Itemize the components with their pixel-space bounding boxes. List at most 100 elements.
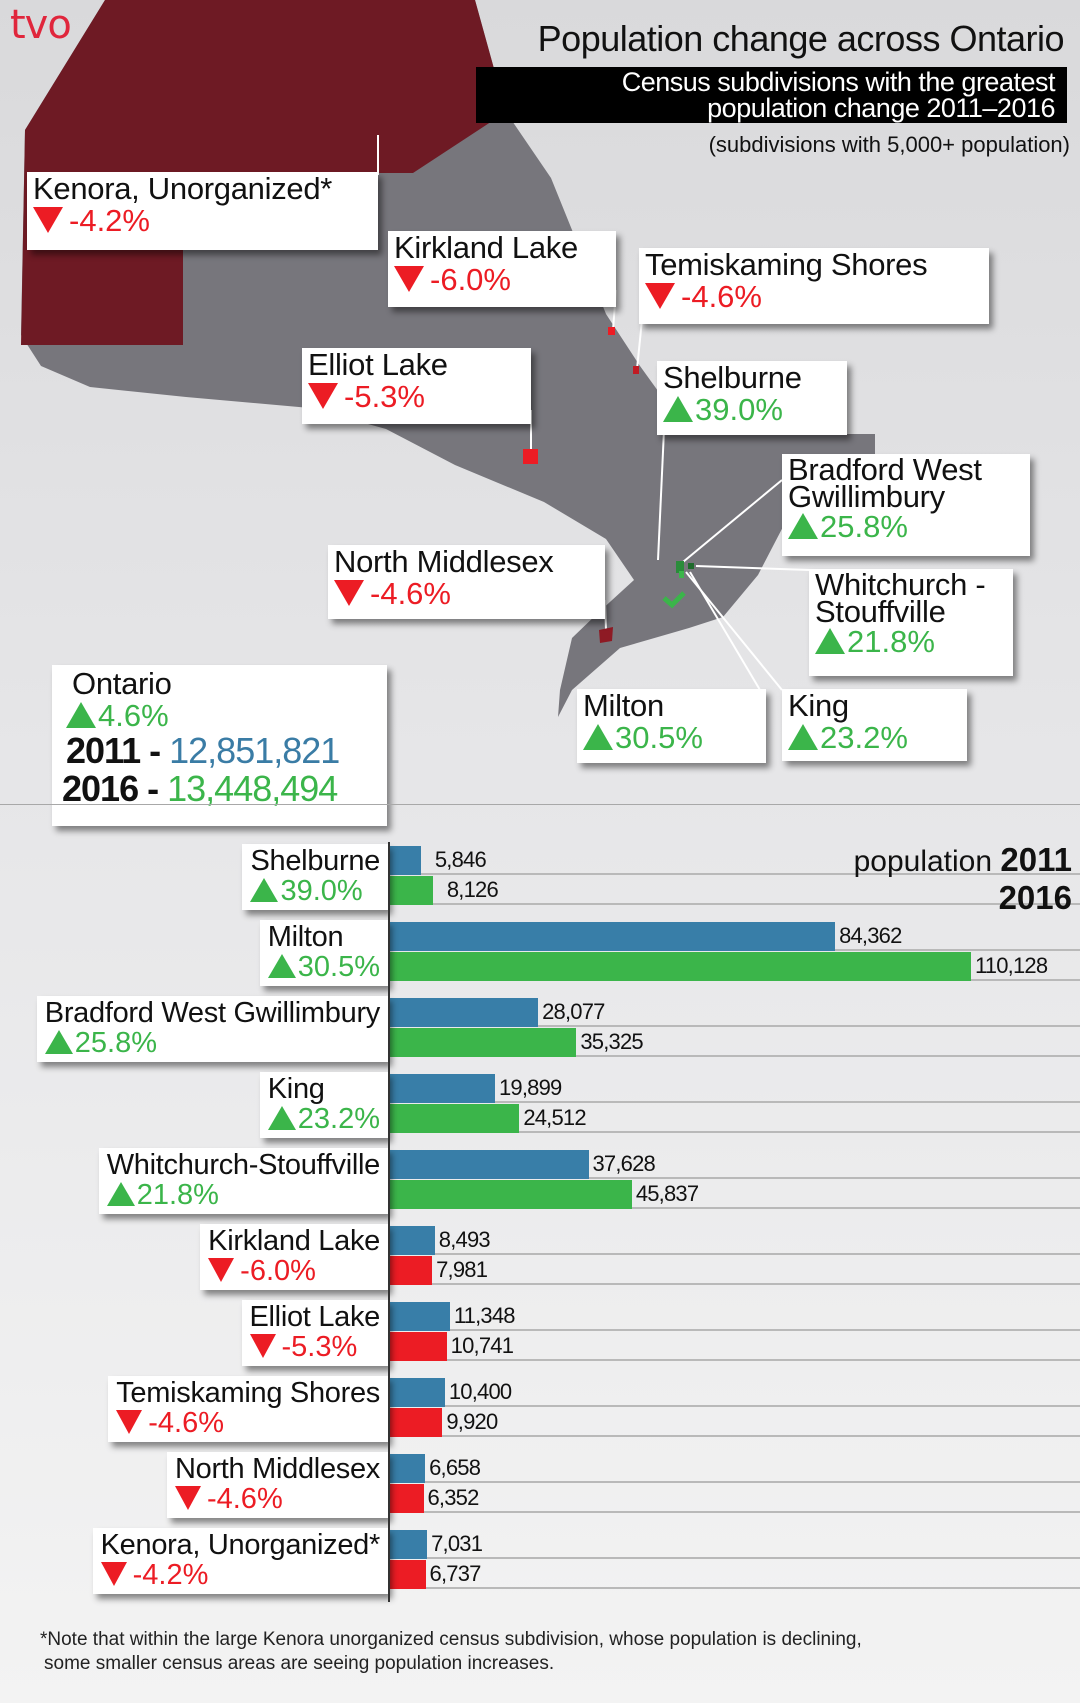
category-name: Milton: [267, 921, 344, 953]
data-label: 6,658: [429, 1455, 481, 1480]
bar-2011: [390, 1378, 445, 1407]
data-label: 7,031: [431, 1531, 483, 1556]
marker-temiskaming-shores: [633, 366, 639, 374]
marker-north-middlesex: [599, 627, 613, 643]
marker-whitchurch: [688, 563, 694, 569]
gridline: [390, 1587, 1080, 1589]
map-callout: Milton 30.5%: [577, 689, 766, 763]
category-change: -6.0%: [208, 1256, 380, 1286]
chart-axis-line: [388, 842, 390, 1602]
gridline: [390, 1055, 1080, 1057]
bar-2011: [390, 1454, 426, 1483]
down-triangle-icon: [645, 283, 675, 309]
data-label: 35,325: [580, 1029, 643, 1054]
data-label: 28,077: [542, 999, 605, 1024]
data-label: 110,128: [975, 953, 1048, 978]
ontario-pop-2011: 12,851,821: [169, 730, 340, 771]
callout-change-value: 23.2%: [820, 720, 908, 755]
gridline: [390, 1253, 1080, 1255]
category-change: 23.2%: [267, 1103, 380, 1135]
map-callout: King 23.2%: [782, 689, 967, 761]
callout-change: 39.0%: [663, 393, 841, 426]
gridline: [390, 1405, 1080, 1407]
gridline: [390, 873, 1080, 875]
up-triangle-icon: [788, 513, 818, 539]
bar-2016: [390, 1332, 447, 1361]
category-change-value: 23.2%: [297, 1103, 380, 1135]
callout-name: King: [788, 688, 849, 723]
callout-name: North Middlesex: [334, 544, 554, 579]
category-name: Kenora, Unorganized*: [100, 1529, 381, 1561]
legend-year-2016: 2016: [998, 879, 1072, 916]
bar-2016: [390, 876, 433, 905]
up-triangle-icon: [267, 1106, 296, 1130]
callout-name: Shelburne: [663, 360, 802, 395]
down-triangle-icon: [100, 1562, 127, 1586]
data-label: 24,512: [523, 1105, 586, 1130]
dash: -: [149, 730, 161, 771]
data-label: 19,899: [498, 1075, 562, 1100]
ontario-2016-row: 2016 - 13,448,494: [62, 770, 373, 808]
callout-change-value: -4.2%: [69, 203, 150, 238]
data-label: 11,348: [453, 1303, 516, 1328]
map-callout: Temiskaming Shores -4.6%: [639, 248, 989, 324]
data-label: 84,362: [839, 923, 902, 948]
bar-2016: [390, 1408, 443, 1437]
down-triangle-icon: [116, 1410, 143, 1434]
bar-2011: [390, 1150, 589, 1179]
callout-change: 25.8%: [788, 510, 1024, 543]
callout-connectors: [377, 135, 811, 691]
gridline: [390, 1359, 1080, 1361]
gridline: [390, 1557, 1080, 1559]
page-title: Population change across Ontario: [537, 18, 1065, 59]
gridline: [390, 1025, 1080, 1027]
category-change-value: -5.3%: [281, 1331, 358, 1363]
data-label: 5,846: [434, 847, 487, 872]
callout-change: -4.6%: [334, 577, 599, 610]
callout-change: -5.3%: [308, 380, 525, 413]
footnote-line-2: some smaller census areas are seeing pop…: [44, 1653, 555, 1674]
ontario-2011-row: 2011 - 12,851,821: [66, 732, 373, 770]
subtitle-line-1: Census subdivisions with the greatest: [621, 67, 1056, 97]
category-name: Bradford West Gwillimbury: [44, 997, 381, 1029]
bar-2016: [390, 1560, 426, 1589]
callout-change: -4.6%: [645, 280, 983, 313]
up-triangle-icon: [788, 724, 818, 750]
category-name: Elliot Lake: [249, 1301, 381, 1333]
legend-year-2011: 2011: [1000, 841, 1072, 878]
category-name: North Middlesex: [174, 1453, 380, 1485]
marker-elliot-lake: [523, 449, 538, 464]
subtitle-note: (subdivisions with 5,000+ population): [708, 132, 1070, 157]
category-change-value: 21.8%: [136, 1179, 219, 1211]
category-label: Temiskaming Shores -4.6%: [108, 1376, 388, 1442]
category-label: North Middlesex -4.6%: [166, 1452, 388, 1518]
bar-2011: [390, 846, 421, 875]
ontario-label: Ontario: [72, 666, 172, 701]
category-change: 30.5%: [267, 952, 380, 982]
callout-change-value: 21.8%: [847, 624, 935, 659]
year-2011: 2011: [66, 730, 141, 771]
data-label: 8,493: [438, 1227, 491, 1252]
gridline: [390, 1511, 1080, 1513]
callout-change-value: 30.5%: [615, 720, 703, 755]
chart-legend: population 2011 2016: [854, 842, 1072, 918]
up-triangle-icon: [267, 954, 296, 978]
data-label: 37,628: [592, 1151, 656, 1176]
category-change: 21.8%: [106, 1179, 380, 1211]
down-triangle-icon: [249, 1334, 276, 1358]
map-callout: Kenora, Unorganized* -4.2%: [27, 172, 378, 250]
category-change-value: -4.2%: [132, 1559, 209, 1591]
callout-change-value: -4.6%: [370, 576, 451, 611]
category-change-value: -4.6%: [206, 1483, 283, 1515]
gridline: [390, 1481, 1080, 1483]
data-label: 7,981: [436, 1257, 488, 1282]
callout-change-value: 25.8%: [820, 509, 908, 544]
category-change-value: 25.8%: [74, 1027, 158, 1059]
map-callout: Elliot Lake -5.3%: [302, 348, 531, 424]
bar-2016: [390, 952, 971, 981]
gridline: [390, 1435, 1080, 1437]
map-callout: Kirkland Lake -6.0%: [388, 231, 616, 307]
up-triangle-icon: [663, 396, 693, 422]
category-change: -5.3%: [249, 1331, 381, 1363]
down-triangle-icon: [394, 266, 424, 292]
